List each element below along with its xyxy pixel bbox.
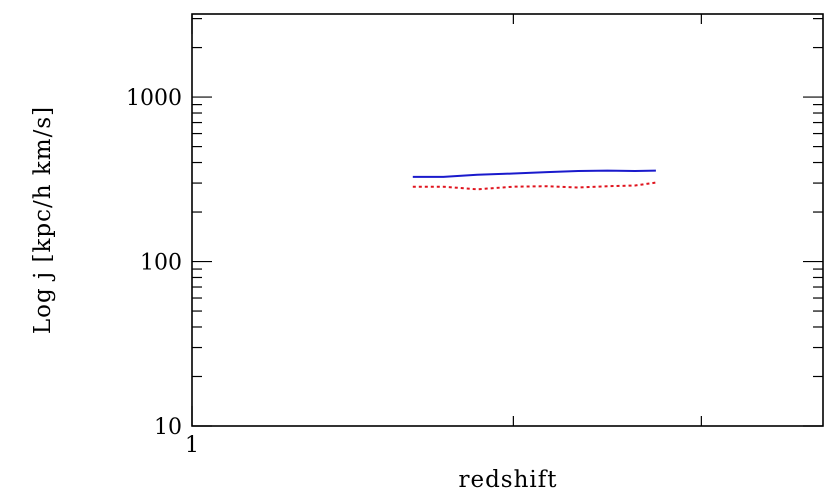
y-tick-label: 10 [154, 415, 182, 440]
x-tick-label: 1 [185, 433, 199, 458]
major-ticks [191, 14, 823, 427]
y-axis-label: Log j [kpc/h km/s] [30, 106, 56, 334]
series-line-1 [412, 169, 656, 178]
y-tick-label: 100 [140, 251, 182, 276]
series-line-2 [412, 181, 657, 191]
tick-labels: 10 100 1000 1 [126, 86, 199, 458]
x-axis-label: redshift [458, 467, 557, 493]
minor-ticks [192, 14, 823, 426]
plot-frame [191, 13, 824, 427]
series-layer [412, 169, 657, 191]
y-tick-label: 1000 [126, 86, 182, 111]
